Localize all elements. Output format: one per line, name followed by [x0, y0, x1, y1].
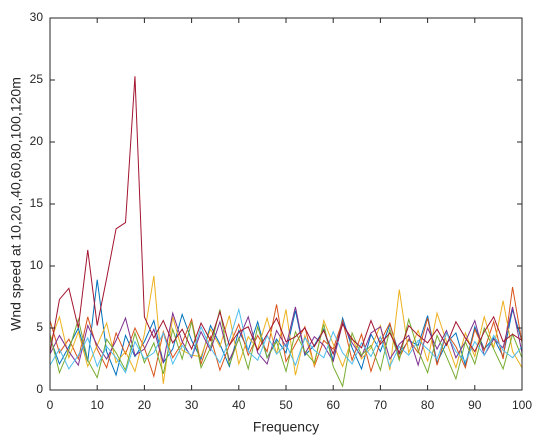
- x-tick-label: 70: [374, 398, 388, 412]
- y-tick-label: 25: [30, 72, 44, 86]
- x-tick-label: 60: [327, 398, 341, 412]
- plot-area: [50, 18, 522, 390]
- x-tick-label: 10: [91, 398, 105, 412]
- y-tick-label: 15: [30, 196, 44, 210]
- x-tick-label: 20: [138, 398, 152, 412]
- y-tick-label: 5: [36, 320, 43, 334]
- series-line: [49, 76, 523, 356]
- x-axis-label: Frequency: [253, 419, 319, 435]
- x-tick-label: 30: [185, 398, 199, 412]
- y-axis-label: Wnd speed at 10,20,,40,60,80,100,120m: [8, 77, 24, 331]
- series-line: [49, 309, 523, 388]
- x-tick-label: 100: [512, 398, 532, 412]
- series-line: [49, 286, 523, 379]
- x-tick-label: 0: [47, 398, 54, 412]
- axes-box: [49, 17, 523, 391]
- x-tick-label: 80: [421, 398, 435, 412]
- y-tick-label: 10: [30, 258, 44, 272]
- series-line: [49, 306, 523, 368]
- y-tick-label: 20: [30, 134, 44, 148]
- x-tick-label: 40: [232, 398, 246, 412]
- y-tick-label: 30: [30, 10, 44, 24]
- series-line: [49, 307, 523, 374]
- x-tick-label: 90: [468, 398, 482, 412]
- y-tick-label: 0: [36, 382, 43, 396]
- x-tick-label: 50: [279, 398, 293, 412]
